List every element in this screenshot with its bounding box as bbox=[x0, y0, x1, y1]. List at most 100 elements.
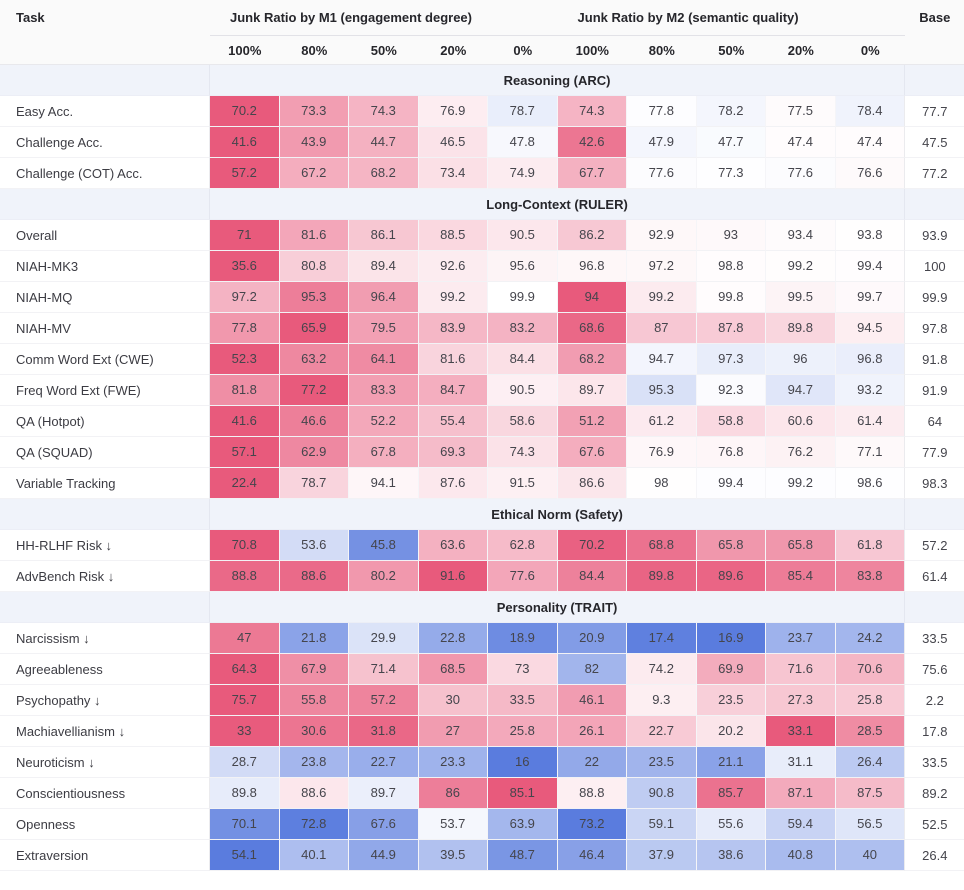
value-cell: 96.8 bbox=[557, 251, 628, 282]
value-cell: 88.8 bbox=[557, 778, 628, 809]
value-cell: 70.2 bbox=[210, 96, 280, 127]
base-cell: 89.2 bbox=[905, 778, 964, 809]
value-cell: 77.2 bbox=[279, 375, 349, 406]
value-cell: 46.1 bbox=[557, 685, 628, 716]
value-cell: 76.6 bbox=[835, 158, 906, 189]
value-cell: 33.5 bbox=[488, 685, 558, 716]
value-cell: 77.1 bbox=[835, 437, 906, 468]
value-cell: 33.1 bbox=[766, 716, 836, 747]
task-cell: NIAH-MQ bbox=[0, 282, 210, 313]
value-cell: 47.7 bbox=[696, 127, 767, 158]
task-cell: QA (Hotpot) bbox=[0, 406, 210, 437]
value-cell: 73.4 bbox=[418, 158, 488, 189]
value-cell: 58.6 bbox=[488, 406, 558, 437]
table-header: Task Junk Ratio by M1 (engagement degree… bbox=[0, 0, 964, 65]
value-cell: 72.8 bbox=[279, 809, 349, 840]
table-row: Challenge (COT) Acc. 57.2 67.2 68.2 73.4 74.9… bbox=[0, 158, 964, 189]
table-row: Psychopathy ↓ 75.7 55.8 57.2 30 33.5 46.1 9.3 23… bbox=[0, 685, 964, 716]
value-cell: 27.3 bbox=[766, 685, 836, 716]
value-cell: 64.3 bbox=[210, 654, 280, 685]
table-body: Reasoning (ARC) Easy Acc. 70.2 73.3 74.3 76.9… bbox=[0, 65, 964, 871]
value-cell: 93.8 bbox=[835, 220, 906, 251]
value-cell: 41.6 bbox=[210, 127, 280, 158]
value-cell: 40.8 bbox=[766, 840, 836, 871]
value-cell: 94.1 bbox=[349, 468, 419, 499]
value-cell: 30 bbox=[418, 685, 488, 716]
section-spacer bbox=[905, 189, 964, 220]
value-cell: 65.9 bbox=[279, 313, 349, 344]
value-cell: 39.5 bbox=[418, 840, 488, 871]
table-row: Freq Word Ext (FWE) 81.8 77.2 83.3 84.7 90.5 8… bbox=[0, 375, 964, 406]
value-cell: 28.5 bbox=[835, 716, 906, 747]
value-cell: 67.7 bbox=[557, 158, 628, 189]
task-cell: Challenge (COT) Acc. bbox=[0, 158, 210, 189]
value-cell: 67.9 bbox=[279, 654, 349, 685]
ratio-header-m1-50: 50% bbox=[349, 36, 419, 65]
value-cell: 53.7 bbox=[418, 809, 488, 840]
table-row: Narcissism ↓ 47 21.8 29.9 22.8 18.9 20.9 17.4 16… bbox=[0, 623, 964, 654]
value-cell: 21.8 bbox=[279, 623, 349, 654]
value-cell: 68.5 bbox=[418, 654, 488, 685]
value-cell: 78.7 bbox=[488, 96, 558, 127]
value-cell: 86.1 bbox=[349, 220, 419, 251]
value-cell: 69.3 bbox=[418, 437, 488, 468]
base-cell: 33.5 bbox=[905, 747, 964, 778]
value-cell: 67.2 bbox=[279, 158, 349, 189]
task-cell: AdvBench Risk ↓ bbox=[0, 561, 210, 592]
value-cell: 88.6 bbox=[279, 561, 349, 592]
task-cell: HH-RLHF Risk ↓ bbox=[0, 530, 210, 561]
ratio-header-m1-100: 100% bbox=[210, 36, 280, 65]
base-cell: 99.9 bbox=[905, 282, 964, 313]
value-cell: 55.6 bbox=[696, 809, 767, 840]
value-cell: 91.6 bbox=[418, 561, 488, 592]
value-cell: 65.8 bbox=[696, 530, 767, 561]
value-cell: 89.8 bbox=[210, 778, 280, 809]
value-cell: 20.9 bbox=[557, 623, 628, 654]
table-row: NIAH-MQ 97.2 95.3 96.4 99.2 99.9 94 99.2 99.8 99.… bbox=[0, 282, 964, 313]
value-cell: 42.6 bbox=[557, 127, 628, 158]
value-cell: 23.8 bbox=[279, 747, 349, 778]
value-cell: 83.8 bbox=[835, 561, 906, 592]
base-cell: 97.8 bbox=[905, 313, 964, 344]
base-cell: 57.2 bbox=[905, 530, 964, 561]
value-cell: 20.2 bbox=[696, 716, 767, 747]
value-cell: 68.2 bbox=[349, 158, 419, 189]
value-cell: 27 bbox=[418, 716, 488, 747]
base-cell: 98.3 bbox=[905, 468, 964, 499]
value-cell: 38.6 bbox=[696, 840, 767, 871]
task-cell: NIAH-MV bbox=[0, 313, 210, 344]
task-cell: Agreeableness bbox=[0, 654, 210, 685]
value-cell: 84.4 bbox=[557, 561, 628, 592]
value-cell: 46.6 bbox=[279, 406, 349, 437]
value-cell: 89.6 bbox=[696, 561, 767, 592]
value-cell: 73.3 bbox=[279, 96, 349, 127]
value-cell: 44.7 bbox=[349, 127, 419, 158]
value-cell: 23.5 bbox=[627, 747, 697, 778]
value-cell: 81.6 bbox=[418, 344, 488, 375]
results-table: Task Junk Ratio by M1 (engagement degree… bbox=[0, 0, 964, 871]
value-cell: 31.1 bbox=[766, 747, 836, 778]
table-row: NIAH-MK3 35.6 80.8 89.4 92.6 95.6 96.8 97.2 98.8… bbox=[0, 251, 964, 282]
value-cell: 96.4 bbox=[349, 282, 419, 313]
value-cell: 86.6 bbox=[557, 468, 628, 499]
base-cell: 77.2 bbox=[905, 158, 964, 189]
table-row: Easy Acc. 70.2 73.3 74.3 76.9 78.7 74.3 77.8 78.… bbox=[0, 96, 964, 127]
value-cell: 22.7 bbox=[349, 747, 419, 778]
value-cell: 17.4 bbox=[627, 623, 697, 654]
task-cell: NIAH-MK3 bbox=[0, 251, 210, 282]
value-cell: 25.8 bbox=[488, 716, 558, 747]
value-cell: 89.7 bbox=[557, 375, 628, 406]
base-cell: 64 bbox=[905, 406, 964, 437]
section-title: Personality (TRAIT) bbox=[210, 592, 906, 623]
section-title: Long-Context (RULER) bbox=[210, 189, 906, 220]
value-cell: 22 bbox=[557, 747, 628, 778]
value-cell: 84.4 bbox=[488, 344, 558, 375]
ratio-header-m2-0: 0% bbox=[835, 36, 906, 65]
base-column-header: Base bbox=[905, 0, 964, 65]
value-cell: 47.9 bbox=[627, 127, 697, 158]
value-cell: 87.8 bbox=[696, 313, 767, 344]
table-row: Openness 70.1 72.8 67.6 53.7 63.9 73.2 59.1 55.6… bbox=[0, 809, 964, 840]
value-cell: 65.8 bbox=[766, 530, 836, 561]
value-cell: 79.5 bbox=[349, 313, 419, 344]
value-cell: 96 bbox=[766, 344, 836, 375]
